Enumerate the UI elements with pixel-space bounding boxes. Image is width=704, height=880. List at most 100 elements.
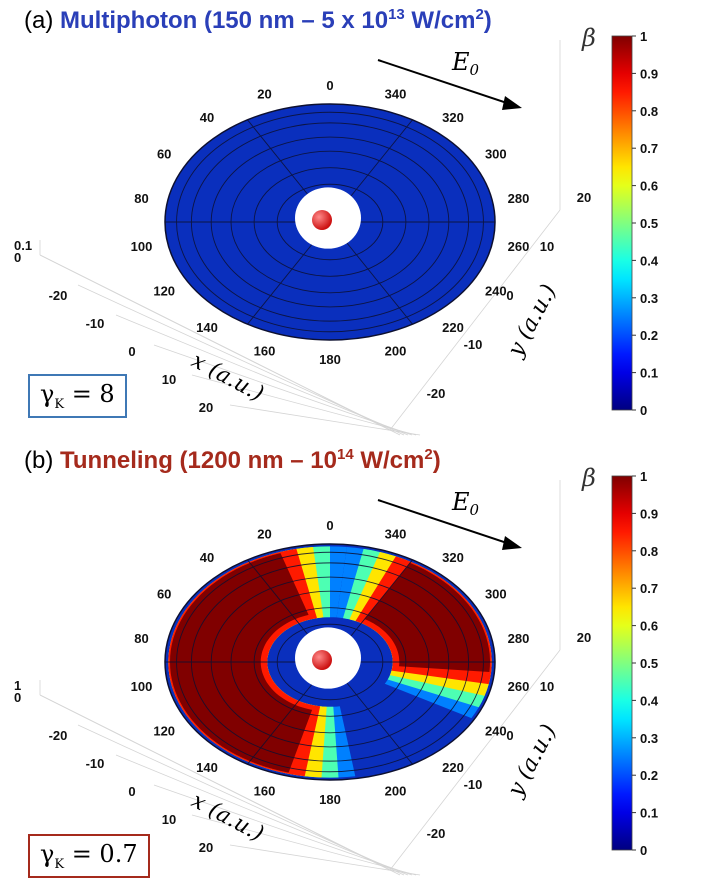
panel-a-gamma-sub: K (54, 396, 65, 412)
panel-b-box-edge (39, 480, 561, 871)
panel-a-title: (a) Multiphoton (150 nm – 5 x 1013 W/cm2… (24, 6, 492, 35)
panel-b-spoke (247, 679, 317, 765)
plot-a: 1201008060402003403203002802602402202001… (14, 24, 659, 436)
panel-a-rings (165, 111, 495, 333)
panel-b-beta-region-0 (170, 553, 313, 773)
panel-b-title-exp: 14 (336, 446, 354, 463)
panel-a-z-tick: 0 (14, 250, 21, 265)
panel-a-gamma-symbol: γ (40, 380, 55, 408)
panel-b-beta-region-1 (364, 562, 490, 672)
panel-b-colorbar-tick: 1 (640, 469, 647, 484)
panel-b-title-close: ) (432, 447, 441, 474)
panel-b-colorbar-tick: 0.8 (640, 544, 658, 559)
panel-a-colorbar-tick: 0.9 (640, 66, 658, 81)
panel-b-label: (b) (24, 447, 54, 474)
panel-b-angle-tick: 220 (442, 760, 464, 775)
panel-b-angle-tick: 340 (385, 526, 407, 541)
panel-a-x-tick: -20 (49, 288, 68, 303)
panel-a-x-tick: 20 (199, 400, 213, 415)
panel-a-colorbar-tick: 0.3 (640, 291, 658, 306)
panel-a-field-arrowhead (502, 96, 522, 110)
panel-a-angle-tick: 340 (385, 86, 407, 101)
panel-a-angle-tick: 0 (326, 78, 333, 93)
panel-b-x-tick: 0 (128, 784, 135, 799)
panel-b-atom (312, 650, 332, 670)
panel-a-colorbar-tick: 0.1 (640, 366, 658, 381)
panel-a-angle-tick: 40 (200, 110, 214, 125)
panel-a-grid-line (153, 344, 413, 436)
panel-b-spoke (343, 679, 413, 765)
panel-b-colorbar-tick: 0.5 (640, 656, 658, 671)
panel-b-spoke (247, 559, 317, 645)
panel-b-colorbar-tick: 0.1 (640, 806, 658, 821)
panel-b-gamma-symbol: γ (40, 840, 55, 868)
panel-b-title-unit-exp: 2 (424, 446, 433, 463)
panel-a-angle-tick: 160 (254, 344, 276, 359)
panel-a-colorbar-tick: 0.5 (640, 216, 658, 231)
panel-b-colorbar-tick: 0.7 (640, 581, 658, 596)
panel-a-y-tick: 20 (577, 190, 591, 205)
panel-a-field-label: E0 (451, 48, 480, 79)
panel-b-colorbar-tick: 0 (640, 843, 647, 858)
panel-b-x-tick: 20 (199, 840, 213, 855)
panel-a-y-tick: 0 (506, 288, 513, 303)
panel-b-angle-tick: 120 (153, 723, 175, 738)
panel-a-angle-tick: 200 (385, 344, 407, 359)
panel-b-angle-tick: 260 (508, 679, 530, 694)
panel-b-z-tick: 1 (14, 678, 21, 693)
panel-a-title-close: ) (483, 7, 492, 34)
panel-b-field-sub: 0 (470, 501, 480, 519)
panel-a-colorbar-tick: 0.8 (640, 104, 658, 119)
panel-a-angle-tick: 220 (442, 320, 464, 335)
panel-a-angle-tick: 120 (153, 283, 175, 298)
panel-b-angle-tick: 80 (134, 631, 148, 646)
panel-b-angle-tick: 100 (131, 679, 153, 694)
panel-b-y-tick: -20 (427, 826, 446, 841)
panel-a-colorbar-tick: 1 (640, 29, 647, 44)
plot-b: 1201008060402003403203002802602402202001… (14, 464, 659, 876)
panel-b-z-tick: 0 (14, 690, 21, 705)
panel-b-grid-line (153, 784, 413, 876)
panel-b-x-tick: 10 (162, 812, 176, 827)
panel-a-angle-tick: 20 (257, 86, 271, 101)
panel-a-field-arrow (377, 59, 511, 105)
panel-a-x-tick: 0 (128, 344, 135, 359)
panel-b-gamma-sub: K (54, 856, 65, 872)
panel-b-angle-tick: 160 (254, 784, 276, 799)
panel-b-angle-tick: 180 (319, 792, 341, 807)
panel-b-title-unit: W/cm (353, 447, 425, 474)
panel-a-box-grid (39, 40, 561, 436)
panel-a-y-tick: -20 (427, 386, 446, 401)
panel-a-grid-line (191, 374, 417, 436)
panel-a: 120 100 80 60 40 20 0 340 320 300 280 260 240 220 200 1… (14, 6, 659, 436)
panel-a-field-sub: 0 (470, 61, 480, 79)
panel-b-colorbar (611, 475, 633, 851)
panel-b-angle-tick: 240 (485, 723, 507, 738)
panel-a-z-tick: 0.1 (14, 238, 32, 253)
panel-a-title-main: Multiphoton (150 nm – 5 x 10 (60, 7, 389, 34)
panel-a-angle-tick: 140 (196, 320, 218, 335)
panel-b-y-tick: -10 (464, 777, 483, 792)
panel-a-colorbar-tick: 0.2 (640, 328, 658, 343)
panel-a-x-tick: 10 (162, 372, 176, 387)
panel-b-gamma-value: = 0.7 (64, 840, 138, 868)
panel-a-title-unit-exp: 2 (475, 6, 484, 23)
panel-a-title-unit: W/cm (404, 7, 476, 34)
panel-b-spoke (343, 559, 413, 645)
panel-a-angle-tick: 240 (485, 283, 507, 298)
panel-a-colorbar-tick: 0 (640, 403, 647, 418)
panel-b-colorbar-tick: 0.3 (640, 731, 658, 746)
panel-a-keldysh-box: γK = 8 (28, 374, 127, 418)
panel-b-grid-line (191, 814, 417, 876)
panel-a-y-tick: -10 (464, 337, 483, 352)
panel-a-x-tick: -10 (86, 316, 105, 331)
panel-b-y-tick: 0 (506, 728, 513, 743)
panel-b-title-main: Tunneling (1200 nm – 10 (60, 447, 337, 474)
panel-b-angle-tick: 280 (508, 631, 530, 646)
panel-a-colorbar-label: β (581, 24, 596, 52)
panel-b-y-tick: 10 (540, 679, 554, 694)
panel-a-spoke (247, 239, 317, 325)
panel-b-colorbar-tick: 0.4 (640, 693, 659, 708)
panel-b-angle-tick: 40 (200, 550, 214, 565)
panel-a-angle-tick: 80 (134, 191, 148, 206)
